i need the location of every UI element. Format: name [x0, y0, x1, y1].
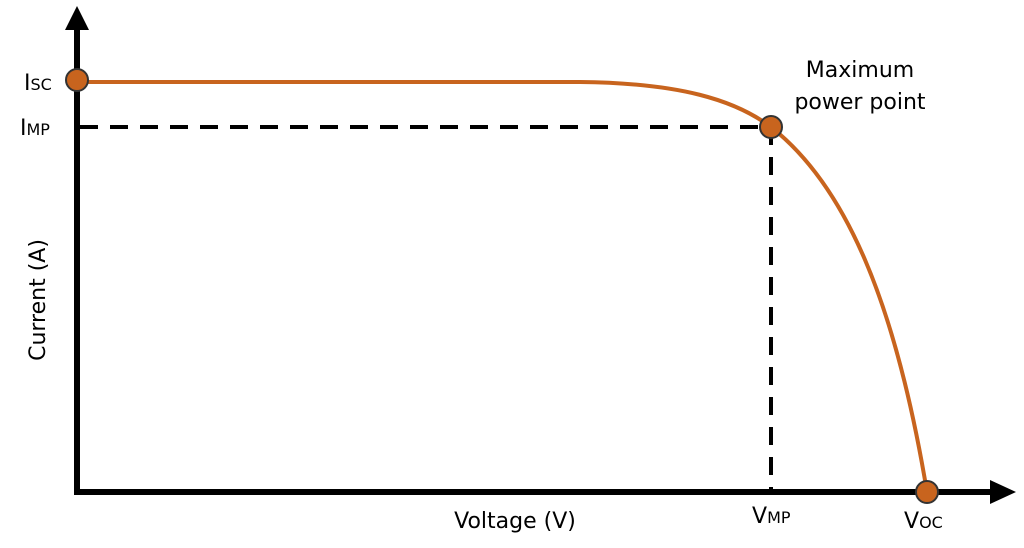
x-axis-label: Voltage (V) [454, 509, 576, 534]
isc-point [65, 68, 89, 92]
imp-main: I [20, 116, 27, 141]
vmp-sub: MP [767, 508, 791, 527]
voc-label: VOC [904, 509, 943, 534]
vmp-label: VMP [752, 504, 791, 529]
x-axis-arrow [990, 480, 1016, 504]
voc-main: V [904, 509, 919, 534]
mpp-point [759, 115, 783, 139]
y-axis-label: Current (A) [26, 239, 51, 361]
imp-label: IMP [20, 116, 50, 141]
y-axis-arrow [65, 6, 89, 30]
voc-point [915, 480, 939, 504]
isc-label: ISC [24, 71, 52, 96]
mpp-label-2: power point [794, 90, 925, 115]
voc-sub: OC [919, 513, 943, 532]
imp-sub: MP [27, 120, 51, 139]
iv-curve [77, 80, 929, 493]
vmp-main: V [752, 504, 767, 529]
isc-sub: SC [31, 75, 52, 94]
isc-main: I [24, 71, 31, 96]
mpp-label-1: Maximum [806, 58, 914, 83]
